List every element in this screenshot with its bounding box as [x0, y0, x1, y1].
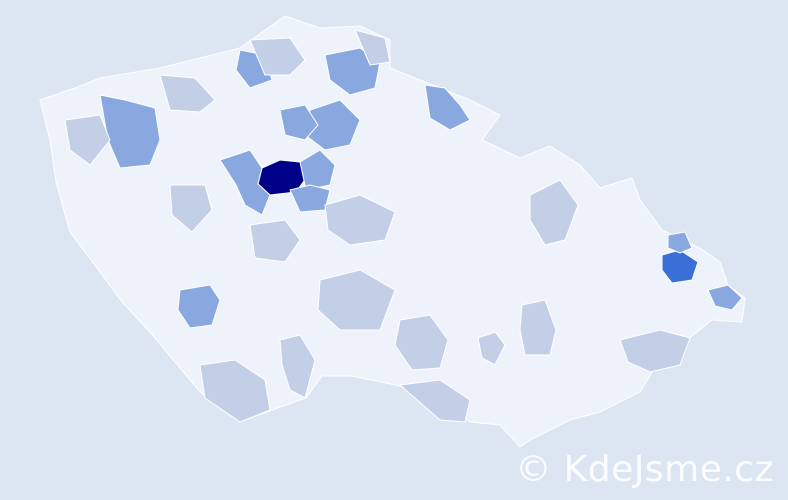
region-level-1 [519, 299, 557, 356]
region-level-1 [324, 194, 396, 246]
region-level-2 [279, 104, 319, 141]
region-level-1 [199, 359, 271, 423]
region-level-1 [398, 379, 471, 423]
region-level-1 [529, 179, 579, 246]
region-level-1 [477, 331, 506, 366]
region-level-2 [219, 149, 271, 216]
region-level-1 [394, 314, 449, 371]
region-level-1 [249, 219, 301, 263]
region-level-2 [667, 231, 693, 254]
region-level-2 [299, 149, 336, 191]
region-level-1 [64, 114, 111, 166]
region-level-1 [317, 269, 396, 331]
region-level-1 [249, 37, 306, 76]
region-level-2 [324, 47, 381, 96]
region-level-1 [354, 29, 391, 66]
region-level-2 [424, 84, 471, 131]
region-level-1 [279, 334, 316, 399]
region-level-2 [289, 184, 331, 213]
region-level-1 [169, 184, 213, 233]
region-level-1 [619, 329, 691, 373]
watermark-logo: © KdeJsme.cz [515, 449, 774, 490]
region-level-2 [707, 284, 743, 311]
country-outline [39, 15, 746, 448]
region-level-2 [99, 94, 161, 169]
region-level-2 [177, 284, 221, 329]
region-level-1 [159, 74, 216, 113]
